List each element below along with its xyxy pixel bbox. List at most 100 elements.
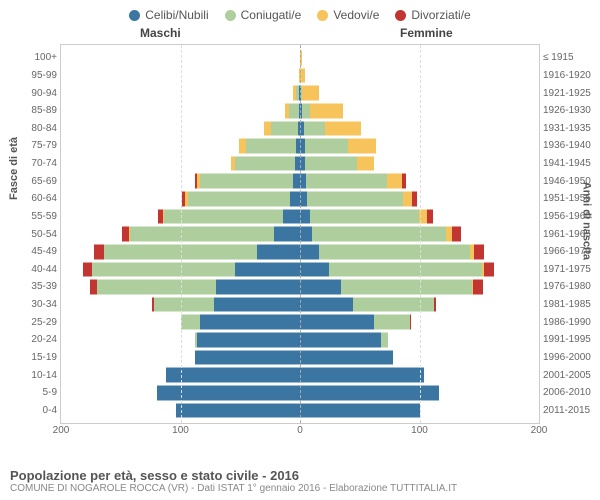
birth-year-label: 2001-2005 <box>543 366 595 384</box>
bar-segment <box>412 191 417 207</box>
bar-segment <box>300 403 420 419</box>
birth-year-label: 2011-2015 <box>543 402 595 420</box>
bar-segment <box>122 226 129 242</box>
x-ticks: 2001000100200 <box>61 425 539 441</box>
legend: Celibi/Nubili Coniugati/e Vedovi/e Divorzia… <box>0 0 600 26</box>
center-line <box>300 45 301 423</box>
bar-segment <box>293 173 300 189</box>
plot-area: 100+95-9990-9485-8980-8475-7970-7465-696… <box>60 44 540 424</box>
bar-segment <box>289 103 299 119</box>
age-label: 35-39 <box>19 278 57 296</box>
bar-segment <box>473 279 483 295</box>
birth-year-label: 1946-1950 <box>543 172 595 190</box>
bar-segment <box>305 156 358 172</box>
age-label: 0-4 <box>19 402 57 420</box>
bar-segment <box>300 314 374 330</box>
age-label: 100+ <box>19 49 57 67</box>
birth-year-label: 1981-1985 <box>543 296 595 314</box>
legend-label: Coniugati/e <box>241 8 302 22</box>
bar-segment <box>166 367 300 383</box>
age-label: 45-49 <box>19 243 57 261</box>
legend-swatch <box>395 10 406 21</box>
bar-segment <box>154 297 214 313</box>
birth-year-label: 1991-1995 <box>543 331 595 349</box>
bar-segment <box>329 262 482 278</box>
bar-segment <box>312 226 446 242</box>
bar-segment <box>200 173 293 189</box>
bar-segment <box>130 226 273 242</box>
age-label: 95-99 <box>19 67 57 85</box>
age-label: 80-84 <box>19 120 57 138</box>
birth-year-label: 1916-1920 <box>543 67 595 85</box>
legend-label: Vedovi/e <box>333 8 379 22</box>
bar-segment <box>319 244 470 260</box>
x-tick-label: 200 <box>53 425 70 436</box>
bar-segment <box>310 209 420 225</box>
bar-segment <box>419 209 426 225</box>
grid-line <box>420 45 421 423</box>
y-left-labels: 100+95-9990-9485-8980-8475-7970-7465-696… <box>19 49 57 419</box>
legend-item: Vedovi/e <box>317 8 379 22</box>
bar-segment <box>403 191 413 207</box>
birth-year-label: 1966-1970 <box>543 243 595 261</box>
birth-year-label: 1956-1960 <box>543 208 595 226</box>
age-label: 5-9 <box>19 384 57 402</box>
grid-line <box>181 45 182 423</box>
legend-label: Divorziati/e <box>411 8 470 22</box>
bar-segment <box>348 138 377 154</box>
legend-swatch <box>129 10 140 21</box>
age-label: 30-34 <box>19 296 57 314</box>
age-label: 55-59 <box>19 208 57 226</box>
bar-segment <box>200 314 300 330</box>
bar-segment <box>246 138 296 154</box>
age-label: 10-14 <box>19 366 57 384</box>
bar-segment <box>387 173 401 189</box>
legend-item: Celibi/Nubili <box>129 8 208 22</box>
bar-segment <box>374 314 410 330</box>
bar-segment <box>235 262 300 278</box>
bar-segment <box>181 314 200 330</box>
birth-year-label: 1951-1955 <box>543 190 595 208</box>
bar-segment <box>300 350 393 366</box>
age-label: 90-94 <box>19 84 57 102</box>
legend-item: Divorziati/e <box>395 8 470 22</box>
age-label: 70-74 <box>19 155 57 173</box>
birth-year-label: 1941-1945 <box>543 155 595 173</box>
bar-segment <box>300 367 424 383</box>
bar-segment <box>357 156 374 172</box>
bar-segment <box>300 297 353 313</box>
bar-segment <box>304 121 326 137</box>
bar-segment <box>94 244 104 260</box>
bar-segment <box>157 385 300 401</box>
age-label: 50-54 <box>19 225 57 243</box>
chart-source: COMUNE DI NOGAROLE ROCCA (VR) - Dati IST… <box>10 483 457 494</box>
legend-swatch <box>225 10 236 21</box>
bar-segment <box>92 262 235 278</box>
age-label: 25-29 <box>19 313 57 331</box>
chart-title: Popolazione per età, sesso e stato civil… <box>10 468 457 483</box>
birth-year-label: 1971-1975 <box>543 261 595 279</box>
bar-segment <box>274 226 300 242</box>
bar-segment <box>381 332 388 348</box>
x-tick-label: 0 <box>297 425 303 436</box>
bar-segment <box>302 103 309 119</box>
bar-segment <box>214 297 300 313</box>
bar-segment <box>257 244 300 260</box>
birth-year-label: 1936-1940 <box>543 137 595 155</box>
bar-segment <box>90 279 97 295</box>
birth-year-label: 1961-1965 <box>543 225 595 243</box>
birth-year-label: 1976-1980 <box>543 278 595 296</box>
bar-segment <box>300 191 307 207</box>
bar-segment <box>195 350 300 366</box>
birth-year-label: 1931-1935 <box>543 120 595 138</box>
bar-segment <box>97 279 217 295</box>
bar-segment <box>434 297 436 313</box>
x-tick-label: 100 <box>172 425 189 436</box>
bar-segment <box>300 262 329 278</box>
birth-year-label: 2006-2010 <box>543 384 595 402</box>
bar-segment <box>239 138 246 154</box>
bar-segment <box>310 103 343 119</box>
population-pyramid-chart: Celibi/Nubili Coniugati/e Vedovi/e Divorzia… <box>0 0 600 500</box>
bar-segment <box>300 332 381 348</box>
bar-segment <box>300 226 312 242</box>
